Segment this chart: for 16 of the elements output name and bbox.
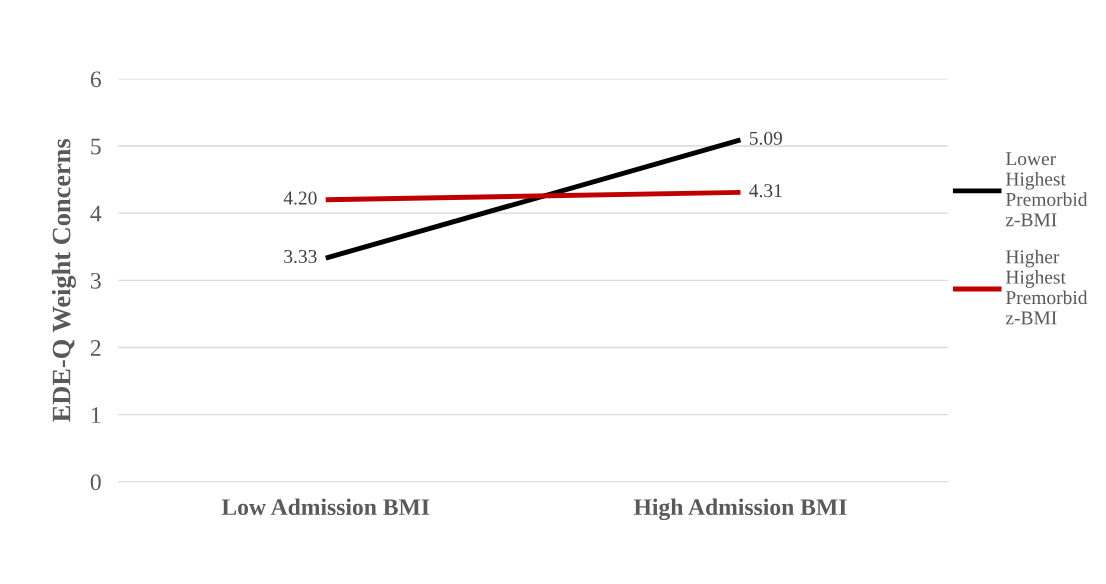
- y-tick-label: 5: [91, 138, 101, 155]
- y-tick-label: 4: [90, 205, 102, 222]
- data-label: 4.20: [283, 191, 317, 205]
- x-tick-label: Low Admission BMI: [221, 498, 430, 516]
- legend-label: Lower Highest Premorbid z-BMI: [1005, 152, 1088, 227]
- y-tick-label: 1: [91, 407, 101, 423]
- data-label: 5.09: [749, 131, 783, 145]
- y-tick-label: 2: [90, 340, 101, 356]
- x-tick-label: High Admission BMI: [633, 498, 847, 521]
- legend-label: Higher Highest Premorbid z-BMI: [1005, 249, 1088, 325]
- y-axis-title: EDE-Q Weight Concerns: [51, 138, 76, 422]
- y-tick-label: 3: [91, 272, 101, 289]
- y-tick-label: 6: [90, 71, 101, 88]
- data-label: 4.31: [749, 184, 782, 198]
- y-tick-label: 0: [90, 474, 101, 491]
- data-label: 3.33: [284, 249, 317, 264]
